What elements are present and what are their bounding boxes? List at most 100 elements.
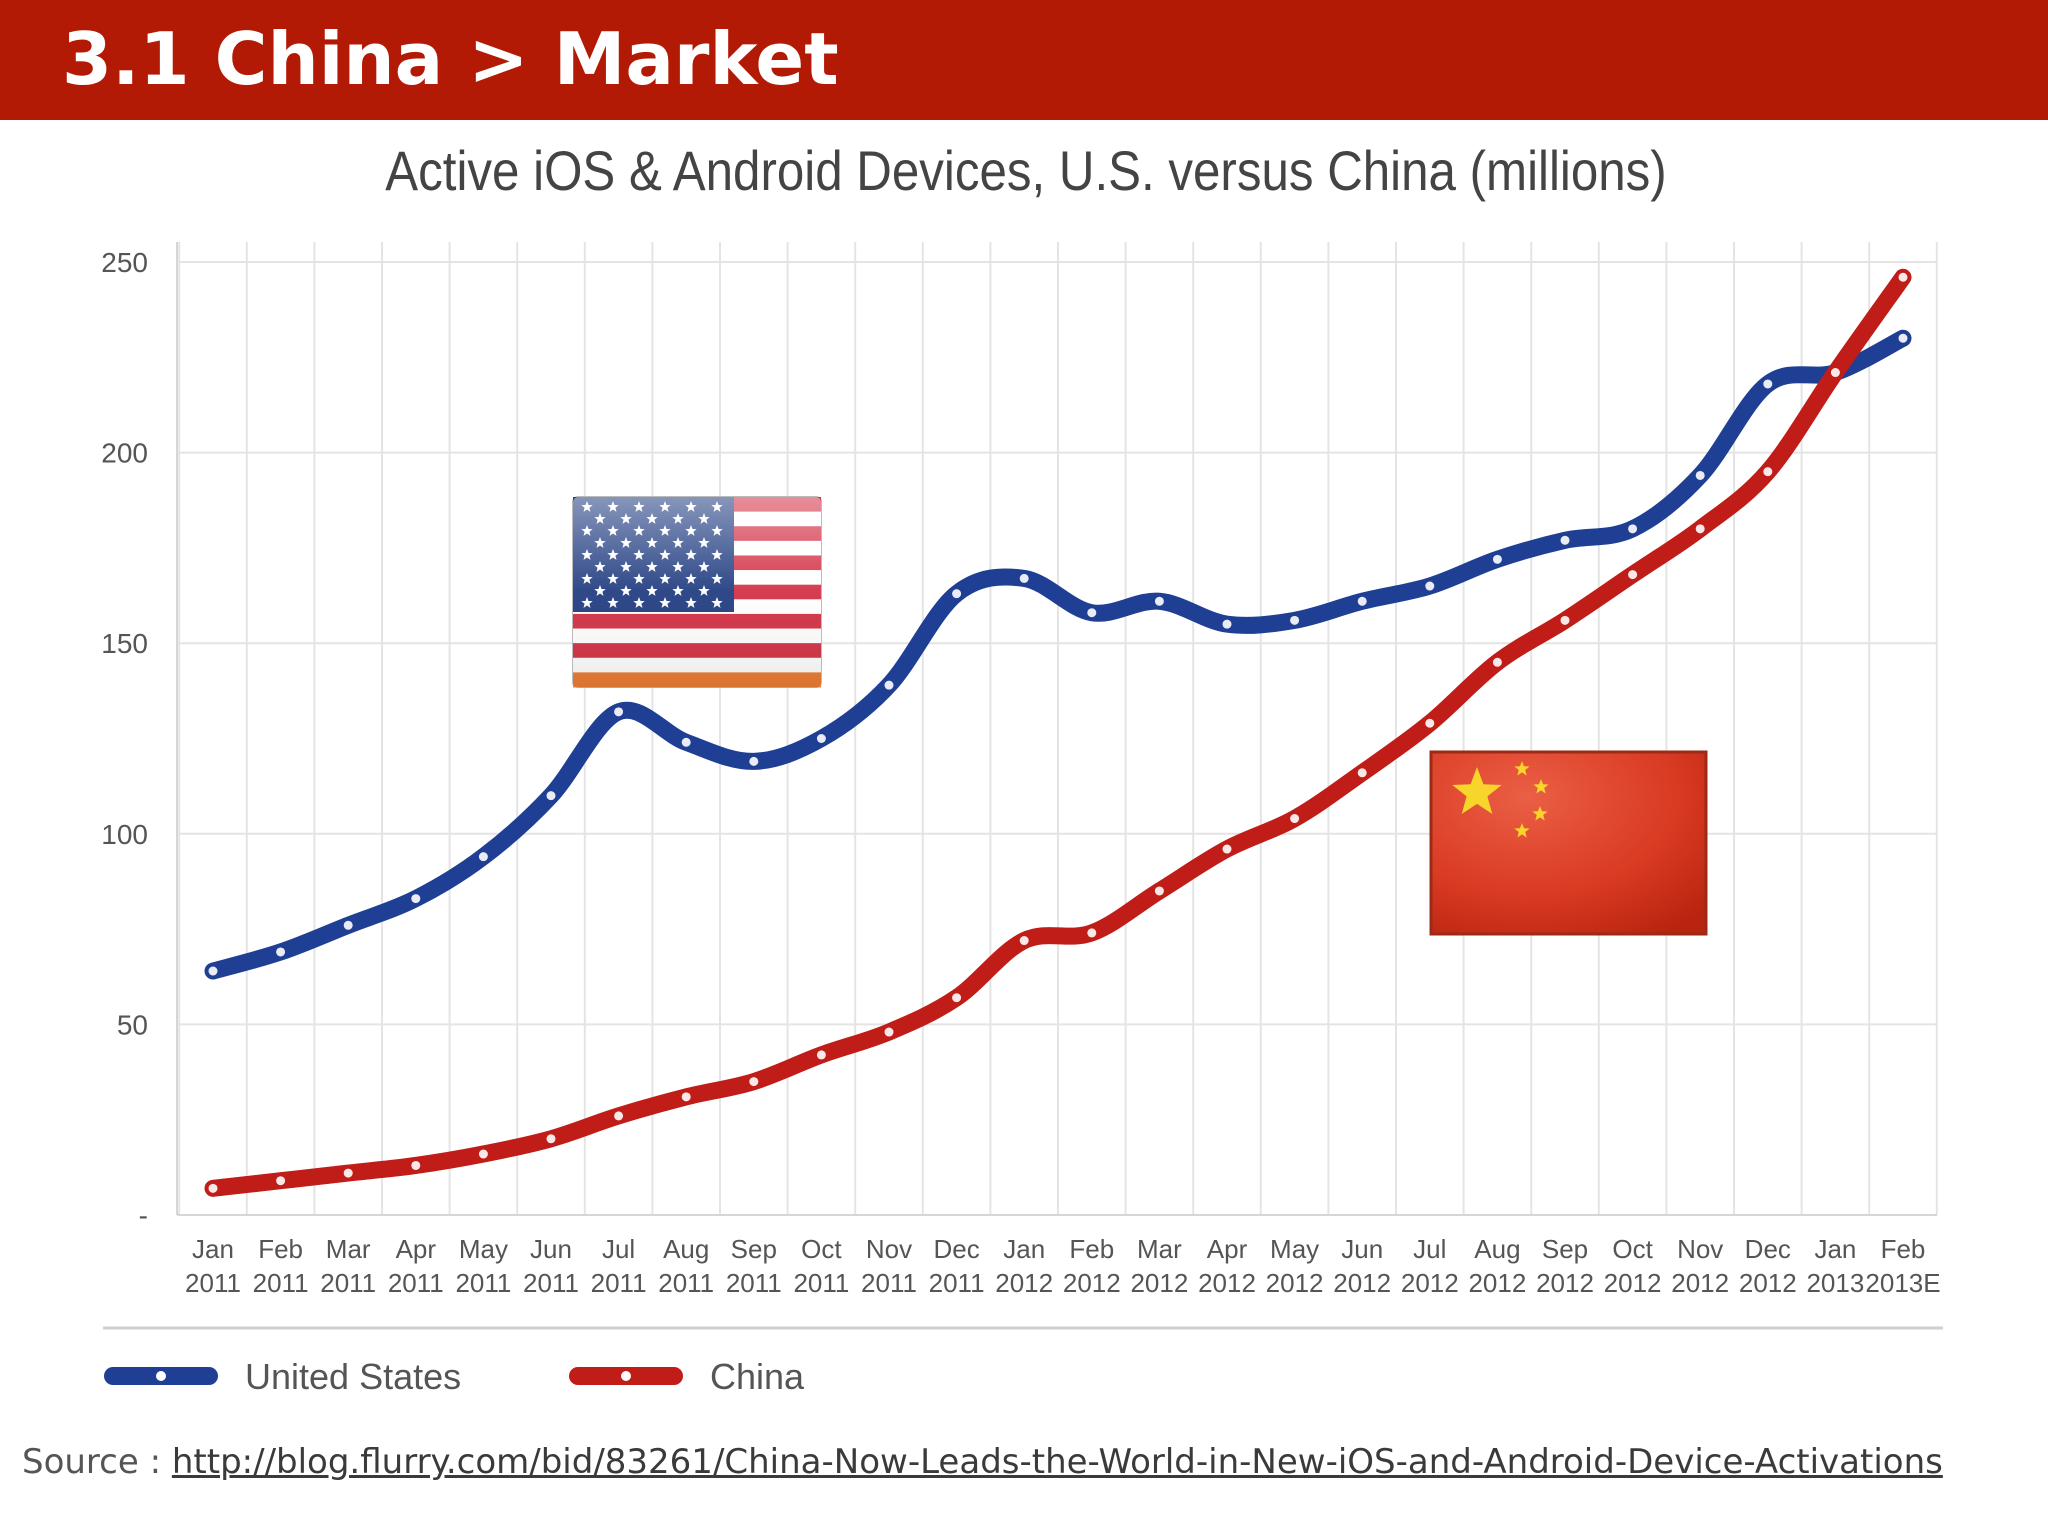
- x-tick-label: Nov: [866, 1234, 912, 1264]
- x-tick-year-label: 2012: [1063, 1268, 1121, 1298]
- data-point: [478, 1149, 488, 1159]
- legend-label: China: [710, 1356, 805, 1397]
- axes: - 50 100 150 200 250 Jan 2011 Feb 2011 Mar 2011 Apr 2…: [101, 242, 1941, 1298]
- x-tick-year-label: 2012: [1468, 1268, 1526, 1298]
- x-tick-year-label: 2011: [388, 1268, 444, 1298]
- data-point: [816, 734, 826, 743]
- data-point: [884, 680, 894, 690]
- x-tick-label: Dec: [933, 1234, 979, 1264]
- x-tick-year-label: 2011: [861, 1268, 917, 1298]
- x-tick-label: Jun: [530, 1234, 572, 1264]
- x-tick-label: Aug: [1474, 1234, 1520, 1264]
- legend-swatch-dot: [156, 1371, 166, 1381]
- flag-small-star: [1514, 823, 1530, 838]
- y-tick-label: -: [139, 1200, 148, 1231]
- x-tick-label: Feb: [258, 1234, 303, 1264]
- x-tick-label: Jan: [1003, 1234, 1045, 1264]
- data-point: [343, 1168, 353, 1178]
- data-point: [1357, 596, 1367, 606]
- y-tick-label: 200: [101, 438, 148, 469]
- source-prefix: Source :: [22, 1442, 172, 1482]
- series-lines: [204, 268, 1912, 1197]
- x-tick-label: Jul: [602, 1234, 635, 1264]
- x-tick-year-label: 2011: [929, 1268, 985, 1298]
- legend-label: United States: [245, 1356, 461, 1397]
- data-point: [1898, 272, 1908, 282]
- data-point: [276, 1176, 286, 1186]
- x-tick-label: Sep: [731, 1234, 777, 1264]
- legend-swatch-dot: [621, 1371, 631, 1381]
- x-tick-year-label: 2011: [658, 1268, 714, 1298]
- x-tick-year-label: 2011: [253, 1268, 309, 1298]
- x-tick-label: Jun: [1341, 1234, 1383, 1264]
- x-tick-label: Nov: [1677, 1234, 1723, 1264]
- x-tick-year-label: 2011: [185, 1268, 241, 1298]
- data-point: [478, 852, 488, 862]
- data-point: [1087, 928, 1097, 938]
- x-tick-label: Aug: [663, 1234, 709, 1264]
- x-tick-label: May: [459, 1234, 508, 1264]
- data-point: [276, 947, 286, 957]
- x-tick-label: Sep: [1542, 1234, 1588, 1264]
- data-point: [1492, 657, 1502, 667]
- x-tick-year-label: 2012: [1198, 1268, 1256, 1298]
- data-point: [749, 1077, 759, 1087]
- data-point: [1019, 573, 1029, 583]
- data-point: [681, 1092, 691, 1102]
- x-tick-label: Feb: [1881, 1234, 1926, 1264]
- x-tick-label: Feb: [1069, 1234, 1114, 1264]
- chart: Active iOS & Android Devices, U.S. versu…: [101, 140, 1943, 1397]
- x-tick-label: Jul: [1413, 1234, 1446, 1264]
- x-tick-year-label: 2012: [1401, 1268, 1459, 1298]
- data-point: [1154, 886, 1164, 896]
- y-tick-label: 50: [117, 1009, 148, 1040]
- series-china: [204, 268, 1912, 1197]
- data-point: [1763, 379, 1773, 389]
- x-tick-year-label: 2012: [1266, 1268, 1324, 1298]
- x-tick-year-label: 2011: [523, 1268, 579, 1298]
- data-point: [208, 966, 218, 976]
- data-point: [208, 1183, 218, 1193]
- chart-title: Active iOS & Android Devices, U.S. versu…: [385, 140, 1666, 203]
- x-tick-year-label: 2012: [1333, 1268, 1391, 1298]
- x-tick-label: Jan: [1814, 1234, 1856, 1264]
- data-point: [1695, 524, 1705, 534]
- y-tick-label: 250: [101, 247, 148, 278]
- us-flag-icon: [572, 496, 822, 688]
- data-point: [1695, 470, 1705, 480]
- data-point: [614, 707, 624, 717]
- data-point: [1492, 554, 1502, 564]
- x-tick-year-label: 2012: [1604, 1268, 1662, 1298]
- data-point: [1560, 535, 1570, 545]
- data-point: [1425, 718, 1435, 728]
- data-point: [749, 756, 759, 766]
- china-flag-icon: [1429, 750, 1708, 936]
- source-link[interactable]: http://blog.flurry.com/bid/83261/China-N…: [171, 1442, 1943, 1482]
- data-point: [411, 894, 421, 904]
- data-point: [614, 1111, 624, 1121]
- source-citation: Source : http://blog.flurry.com/bid/8326…: [22, 1442, 1943, 1482]
- x-tick-label: Oct: [1612, 1234, 1653, 1264]
- data-point: [816, 1050, 826, 1060]
- data-point: [1154, 596, 1164, 606]
- x-tick-year-label: 2011: [455, 1268, 511, 1298]
- flag-small-star: [1532, 806, 1548, 821]
- data-point: [546, 791, 556, 801]
- x-tick-label: Jan: [192, 1234, 234, 1264]
- data-point: [1763, 467, 1773, 477]
- y-tick-label: 100: [101, 819, 148, 850]
- x-tick-year-label: 2012: [1671, 1268, 1729, 1298]
- data-point: [1019, 936, 1029, 946]
- data-point: [952, 993, 962, 1003]
- data-point: [1830, 368, 1840, 378]
- data-point: [1628, 524, 1638, 534]
- grid: [177, 242, 1938, 1215]
- flag-big-star: [1452, 767, 1502, 814]
- data-point: [411, 1160, 421, 1170]
- x-tick-label: Oct: [801, 1234, 842, 1264]
- data-point: [343, 920, 353, 930]
- x-tick-label: Apr: [396, 1234, 437, 1264]
- x-tick-year-label: 2013: [1806, 1268, 1864, 1298]
- series-united-states: [204, 329, 1912, 980]
- data-point: [546, 1134, 556, 1144]
